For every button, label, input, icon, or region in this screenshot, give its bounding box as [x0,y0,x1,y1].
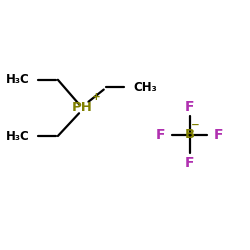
Text: F: F [185,156,194,170]
Text: B: B [184,128,195,141]
Text: +: + [92,92,101,102]
Text: F: F [185,100,194,114]
Text: F: F [156,128,165,142]
Text: F: F [214,128,224,142]
Text: PH: PH [72,102,93,114]
Text: H₃C: H₃C [6,130,30,142]
Text: −: − [191,120,200,130]
Text: H₃C: H₃C [6,73,30,86]
Text: CH₃: CH₃ [133,80,157,94]
